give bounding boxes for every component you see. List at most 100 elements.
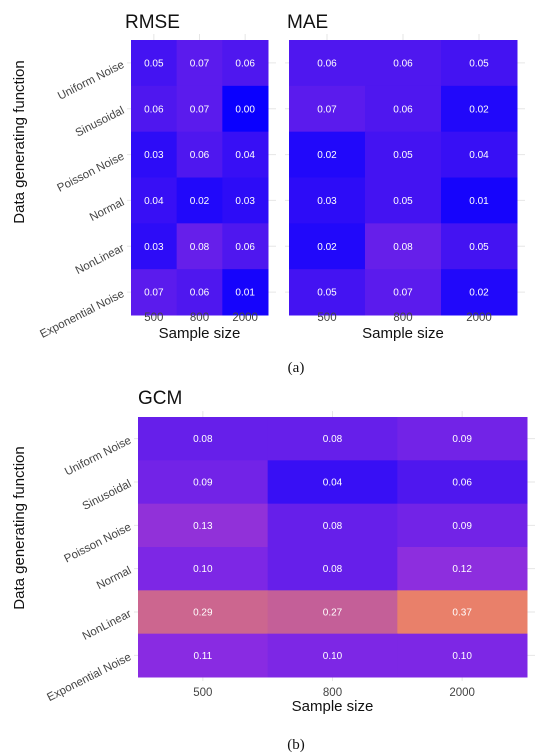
cell-value-label: 0.07 [190, 104, 210, 115]
heatmap-cell [131, 85, 178, 133]
y-tick-label: Exponential Noise [38, 288, 126, 341]
cell-value-label: 0.13 [193, 521, 213, 532]
heatmap-cell [267, 547, 398, 591]
cell-value-label: 0.02 [317, 242, 337, 253]
heatmap-cell [131, 269, 178, 316]
cell-value-label: 0.07 [190, 58, 210, 69]
heatmap-cell [441, 40, 518, 87]
heatmap-cell [222, 177, 269, 224]
heatmap-cell [222, 223, 269, 270]
heatmap-cell [289, 223, 366, 270]
heatmap-cell [131, 177, 178, 224]
cell-value-label: 0.00 [235, 104, 255, 115]
x-axis-title: Sample size [292, 698, 374, 715]
heatmap-cell [176, 269, 223, 316]
heatmap-cell [138, 503, 269, 548]
heatmap-cell [176, 131, 223, 178]
cell-value-label: 0.07 [144, 288, 164, 299]
y-tick-label: NonLinear [74, 242, 127, 277]
x-tick-label: 2000 [466, 312, 492, 324]
cell-value-label: 0.08 [190, 242, 210, 253]
cell-value-label: 0.10 [323, 651, 343, 662]
y-tick-label: Uniform Noise [63, 435, 133, 479]
heatmap-cell [176, 223, 223, 270]
heatmap-cell [138, 460, 269, 505]
cell-value-label: 0.06 [317, 58, 337, 69]
heatmap-cell [289, 40, 366, 87]
heatmap-cell [289, 85, 366, 133]
heatmap-cell [365, 131, 442, 178]
cell-value-label: 0.08 [193, 434, 213, 445]
cell-value-label: 0.06 [144, 104, 164, 115]
heatmap-cell [222, 85, 269, 133]
x-tick-label: 500 [144, 312, 163, 324]
cell-value-label: 0.07 [317, 104, 337, 115]
cell-value-label: 0.02 [317, 150, 337, 161]
cell-value-label: 0.04 [469, 150, 489, 161]
cell-value-label: 0.05 [144, 58, 164, 69]
heatmap-cell [441, 131, 518, 178]
cell-value-label: 0.10 [452, 651, 472, 662]
y-axis-title-b: Data generating function [11, 446, 28, 609]
heatmap-cell [441, 85, 518, 133]
heatmap-cell [138, 590, 269, 635]
caption-b: (b) [287, 737, 305, 753]
y-tick-label: NonLinear [81, 608, 134, 643]
cell-value-label: 0.29 [193, 608, 213, 619]
heatmap-cell [222, 40, 269, 87]
cell-value-label: 0.04 [235, 150, 255, 161]
cell-value-label: 0.11 [193, 651, 212, 662]
y-tick-label: Normal [88, 196, 126, 224]
cell-value-label: 0.02 [469, 104, 489, 115]
cell-value-label: 0.02 [469, 288, 489, 299]
cell-value-label: 0.09 [452, 521, 472, 532]
heatmap-cell [441, 177, 518, 224]
heatmap-cell [267, 590, 398, 635]
heatmap-cell [131, 131, 178, 178]
cell-value-label: 0.01 [235, 288, 255, 299]
panel-title: GCM [138, 388, 182, 409]
x-tick-label: 2000 [449, 687, 475, 699]
heatmap-cell [397, 633, 528, 678]
cell-value-label: 0.03 [144, 150, 164, 161]
heatmap-cell [138, 417, 269, 461]
heatmap-cell [131, 223, 178, 270]
cell-value-label: 0.37 [452, 608, 472, 619]
x-tick-label: 800 [190, 312, 209, 324]
y-tick-label: Poisson Noise [62, 521, 133, 565]
cell-value-label: 0.08 [323, 434, 343, 445]
cell-value-label: 0.04 [144, 196, 164, 207]
x-tick-label: 2000 [232, 312, 258, 324]
heatmap-cell [397, 460, 528, 505]
x-axis-title: Sample size [362, 325, 444, 342]
heatmap-cell [138, 633, 269, 678]
heatmap-cell [289, 177, 366, 224]
cell-value-label: 0.05 [393, 150, 413, 161]
heatmap-cell [267, 460, 398, 505]
heatmap-cell [441, 269, 518, 316]
heatmap-rmse: RMSE 0.05 0.07 0.06 0.06 0.07 0.00 0.03 0.06 0.04… [38, 12, 276, 342]
x-tick-label: 800 [323, 687, 342, 699]
heatmap-cell [138, 547, 269, 591]
cell-value-label: 0.27 [323, 608, 343, 619]
cell-value-label: 0.04 [323, 478, 343, 489]
heatmap-cell [397, 417, 528, 461]
heatmap-cell [289, 269, 366, 316]
heatmap-cell [397, 503, 528, 548]
heatmap-cell [397, 547, 528, 591]
heatmap-cell [441, 223, 518, 270]
cell-value-label: 0.06 [190, 288, 210, 299]
heatmap-cell [222, 269, 269, 316]
cell-value-label: 0.06 [190, 150, 210, 161]
cell-value-label: 0.01 [469, 196, 489, 207]
cell-value-label: 0.05 [317, 288, 337, 299]
y-tick-label: Poisson Noise [55, 151, 126, 195]
heatmap-cell [176, 85, 223, 133]
cell-value-label: 0.03 [235, 196, 255, 207]
heatmap-mae: MAE 0.06 0.06 0.05 0.07 0.06 0.02 0.02 0.05 0.04 0… [285, 12, 525, 342]
heatmap-cell [267, 503, 398, 548]
cell-value-label: 0.12 [452, 564, 472, 575]
panel-title: MAE [287, 12, 328, 33]
cell-value-label: 0.08 [323, 521, 343, 532]
